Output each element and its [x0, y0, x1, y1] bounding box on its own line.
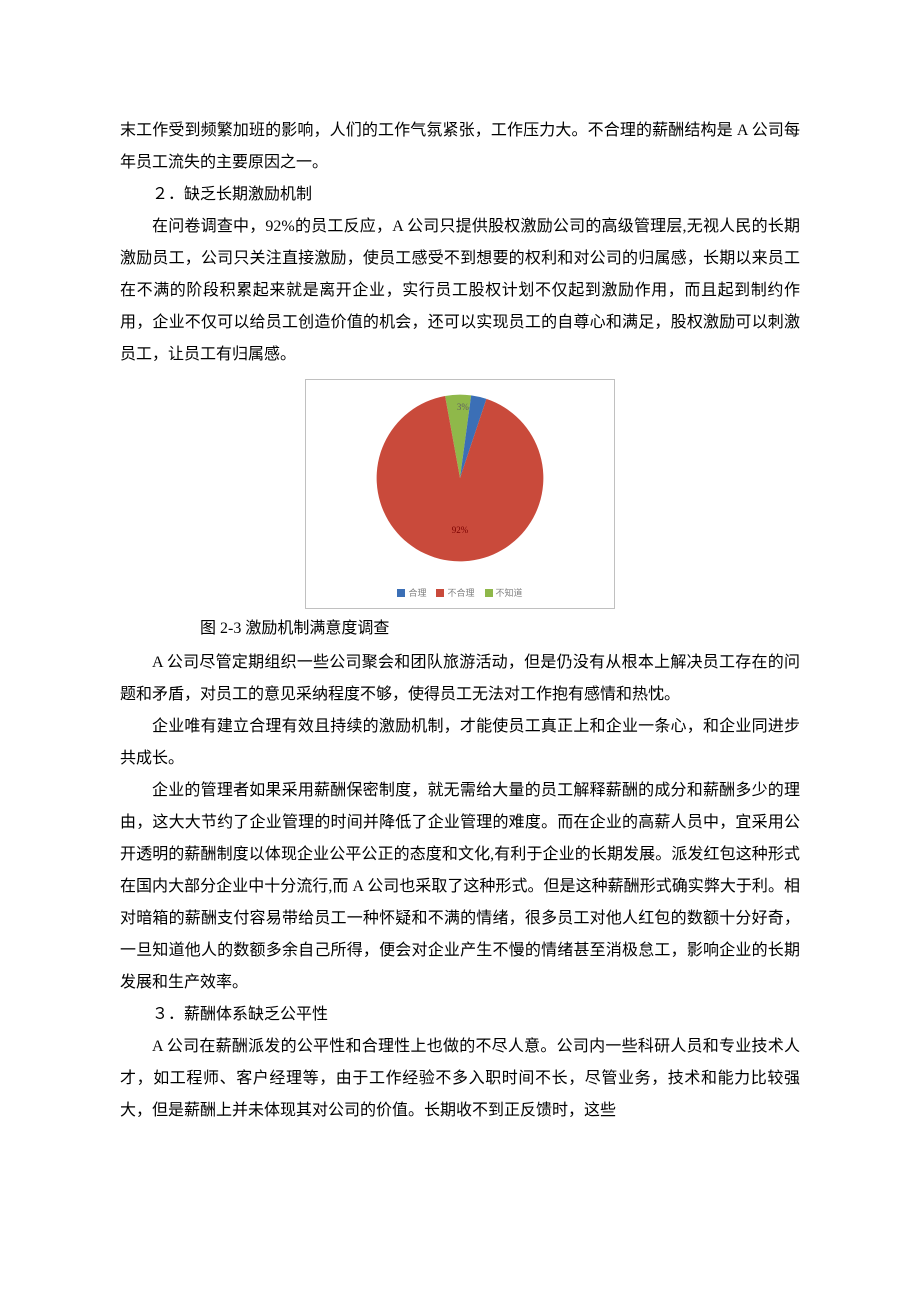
- paragraph-6: 企业的管理者如果采用薪酬保密制度，就无需给大量的员工解释薪酬的成分和薪酬多少的理…: [120, 775, 800, 999]
- legend-swatch: [436, 589, 444, 597]
- legend-item: 不合理: [436, 584, 474, 602]
- pie-top-label: 3%: [457, 398, 469, 416]
- legend-label: 不知道: [496, 584, 523, 602]
- pie-chart: 3% 92% 合理 不合理 不知道: [305, 379, 615, 609]
- paragraph-5: 企业唯有建立合理有效且持续的激励机制，才能使员工真正上和企业一条心，和企业同进步…: [120, 711, 800, 775]
- chart-container: 3% 92% 合理 不合理 不知道: [120, 379, 800, 609]
- legend-item: 合理: [397, 584, 426, 602]
- legend-label: 不合理: [447, 584, 474, 602]
- chart-legend: 合理 不合理 不知道: [306, 584, 614, 602]
- heading-3: ３．薪酬体系缺乏公平性: [120, 999, 800, 1031]
- legend-swatch: [485, 589, 493, 597]
- paragraph-4: A 公司尽管定期组织一些公司聚会和团队旅游活动，但是仍没有从根本上解决员工存在的…: [120, 647, 800, 711]
- legend-label: 合理: [408, 584, 426, 602]
- paragraph-3: 在问卷调查中，92%的员工反应，A 公司只提供股权激励公司的高级管理层,无视人民…: [120, 211, 800, 371]
- legend-item: 不知道: [485, 584, 523, 602]
- legend-swatch: [397, 589, 405, 597]
- pie-center-label: 92%: [452, 521, 469, 539]
- chart-caption: 图 2-3 激励机制满意度调查: [120, 613, 800, 645]
- paragraph-continuation: 末工作受到频繁加班的影响，人们的工作气氛紧张，工作压力大。不合理的薪酬结构是 A…: [120, 115, 800, 179]
- heading-2: ２．缺乏长期激励机制: [120, 179, 800, 211]
- paragraph-7: A 公司在薪酬派发的公平性和合理性上也做的不尽人意。公司内一些科研人员和专业技术…: [120, 1031, 800, 1127]
